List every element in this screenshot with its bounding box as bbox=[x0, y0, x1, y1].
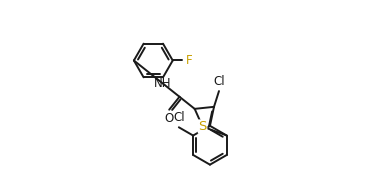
Text: F: F bbox=[186, 54, 193, 67]
Text: Cl: Cl bbox=[214, 75, 225, 88]
Text: NH: NH bbox=[153, 77, 171, 90]
Text: Cl: Cl bbox=[173, 111, 185, 124]
Text: O: O bbox=[165, 112, 174, 125]
Text: S: S bbox=[199, 120, 207, 133]
